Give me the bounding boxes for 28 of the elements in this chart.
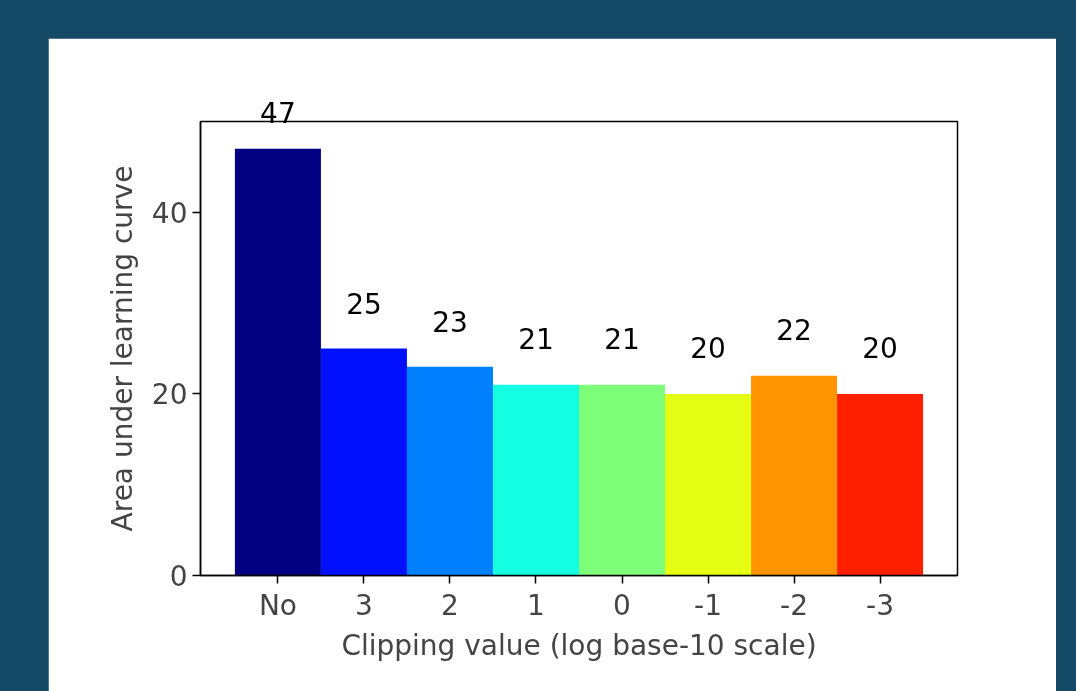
bar xyxy=(837,393,924,576)
bar xyxy=(234,148,321,576)
x-tick-label: 0 xyxy=(613,588,631,622)
y-tick-label: 0 xyxy=(169,560,188,593)
data-label: 21 xyxy=(604,322,640,356)
bar xyxy=(406,366,493,576)
x-tick-label: 3 xyxy=(355,588,373,622)
bar xyxy=(320,348,407,576)
x-tick-label: 2 xyxy=(441,588,459,622)
bar xyxy=(492,384,579,576)
data-label: 22 xyxy=(776,314,812,348)
x-tick-label: -3 xyxy=(866,588,895,622)
bar xyxy=(579,384,666,576)
x-tick-label: -2 xyxy=(780,588,809,622)
y-tick-label: 40 xyxy=(151,196,188,230)
data-label: 25 xyxy=(346,288,382,322)
data-label: 23 xyxy=(432,305,468,339)
data-label: 21 xyxy=(518,322,554,356)
bar xyxy=(665,393,752,576)
data-label: 20 xyxy=(862,331,898,365)
y-axis-title: Area under learning curve xyxy=(105,165,139,532)
bar xyxy=(751,375,838,576)
x-tick-label: 1 xyxy=(527,588,545,622)
x-tick-label: -1 xyxy=(694,588,722,622)
x-tick-label: No xyxy=(258,588,297,622)
y-tick-label: 20 xyxy=(151,378,188,412)
data-label: 20 xyxy=(690,331,726,365)
x-axis-title: Clipping value (log base-10 scale) xyxy=(341,628,817,662)
